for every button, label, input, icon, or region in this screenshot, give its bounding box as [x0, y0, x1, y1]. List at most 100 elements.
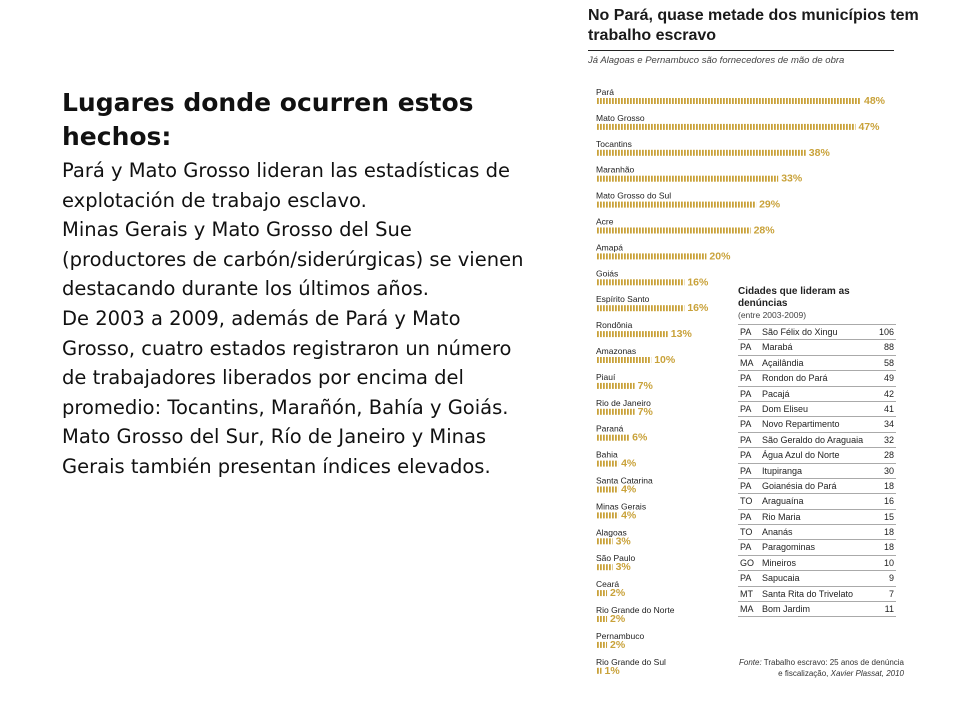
state-cell: TO — [740, 527, 753, 538]
paragraph-3: De 2003 a 2009, además de Pará y Mato Gr… — [62, 306, 512, 478]
bar — [596, 564, 613, 571]
category-label: Paraná — [596, 424, 624, 434]
count-cell: 18 — [883, 527, 894, 538]
city-cell: São Félix do Xingu — [762, 327, 838, 337]
state-cell: PA — [740, 373, 752, 384]
count-cell: 88 — [883, 342, 894, 353]
table-row: PA Marabá 88 — [738, 339, 896, 354]
city-cell: Rio Maria — [762, 511, 801, 522]
count-cell: 15 — [883, 511, 894, 522]
category-label: Rio Grande do Sul — [596, 657, 666, 667]
bar — [596, 434, 630, 441]
state-cell: PA — [740, 542, 752, 553]
state-cell: PA — [740, 573, 752, 584]
slide-heading: Lugares donde ocurren estos hechos: — [62, 88, 474, 151]
category-label: Rio Grande do Norte — [596, 605, 675, 615]
value-label: 38% — [809, 147, 831, 159]
table-row: TO Araguaína 16 — [738, 493, 896, 508]
bar — [596, 641, 608, 648]
table-row: PA Dom Eliseu 41 — [738, 400, 896, 416]
bar — [596, 590, 608, 597]
bar — [596, 149, 806, 156]
category-label: Bahia — [596, 450, 618, 460]
chart-subtitle: Já Alagoas e Pernambuco são fornecedores… — [588, 55, 845, 66]
value-label: 48% — [864, 95, 886, 107]
count-cell: 34 — [883, 419, 894, 430]
count-cell: 10 — [883, 557, 894, 568]
value-label: 4% — [621, 458, 637, 470]
category-label: Rio de Janeiro — [596, 398, 651, 408]
value-label: 47% — [858, 121, 880, 133]
value-label: 1% — [605, 665, 621, 677]
bar — [596, 253, 707, 260]
bar — [596, 98, 861, 104]
count-cell: 42 — [883, 388, 894, 399]
value-label: 6% — [632, 432, 648, 444]
table-row: MA Açailândia 58 — [738, 354, 896, 370]
count-cell: 30 — [883, 465, 894, 476]
category-label: Maranhão — [596, 165, 635, 175]
category-label: Mato Grosso — [596, 113, 645, 123]
table-row: GO Mineiros 10 — [738, 554, 896, 570]
bar — [596, 512, 619, 519]
state-cell: PA — [740, 465, 752, 476]
bar — [596, 667, 602, 674]
count-cell: 28 — [883, 450, 894, 461]
bar — [596, 357, 652, 363]
category-label: Santa Catarina — [596, 476, 653, 486]
title-divider — [588, 50, 894, 51]
state-cell: MT — [740, 588, 753, 599]
state-cell: PA — [740, 327, 752, 337]
city-cell: Pacajá — [762, 388, 790, 399]
bar — [596, 175, 779, 182]
value-label: 3% — [616, 561, 632, 573]
bar — [596, 538, 613, 545]
city-cell: Sapucaia — [762, 573, 800, 584]
table-row: PA Itupiranga 30 — [738, 462, 896, 478]
value-label: 28% — [754, 225, 776, 237]
value-label: 2% — [610, 613, 626, 625]
table-row: PA São Geraldo do Araguaia 32 — [738, 431, 896, 447]
state-cell: PA — [740, 480, 752, 491]
state-cell: GO — [740, 557, 755, 568]
city-cell: Itupiranga — [762, 465, 803, 476]
table-row: PA Paragominas 18 — [738, 539, 896, 554]
city-cell: Água Azul do Norte — [762, 450, 840, 461]
city-cell: Açailândia — [762, 357, 804, 368]
state-cell: PA — [740, 419, 752, 430]
count-cell: 41 — [883, 403, 894, 414]
table-row: PA Rondon do Pará 49 — [738, 370, 896, 385]
city-cell: São Geraldo do Araguaia — [762, 434, 864, 445]
source-author: Xavier Plassat, 2010 — [830, 669, 904, 678]
category-label: Goiás — [596, 268, 618, 278]
state-cell: PA — [740, 388, 752, 399]
bar — [596, 486, 619, 493]
cities-table-period: (entre 2003-2009) — [738, 310, 807, 320]
bar-chart: No Pará, quase metade dos municípios tem… — [588, 6, 920, 688]
value-label: 3% — [616, 535, 632, 547]
city-cell: Ananás — [762, 527, 793, 538]
source-label: Fonte: — [738, 658, 762, 667]
category-label: Rondônia — [596, 320, 633, 330]
value-label: 16% — [687, 276, 709, 288]
category-label: Mato Grosso do Sul — [596, 191, 671, 201]
bars-svg: Pará 48% Mato Grosso 47% Tocantins 38% Maranhã… — [596, 87, 886, 677]
category-label: Espírito Santo — [596, 294, 650, 304]
cities-table-title: Cidades que lideram as denúncias — [738, 286, 850, 309]
value-label: 29% — [759, 199, 781, 211]
source-text: Trabalho escravo: 25 anos de denúncia e … — [763, 658, 904, 678]
value-label: 10% — [654, 354, 676, 366]
bar — [596, 460, 619, 467]
count-cell: 106 — [878, 327, 894, 337]
city-cell: Marabá — [762, 342, 793, 353]
table-row: PA Pacajá 42 — [738, 385, 896, 401]
count-cell: 9 — [888, 573, 894, 584]
chart-source: Fonte: Trabalho escravo: 25 anos de denú… — [738, 657, 904, 679]
chart-title: No Pará, quase metade dos municípios tem… — [588, 7, 919, 44]
bar — [596, 305, 685, 312]
value-label: 20% — [709, 250, 731, 262]
table-row: PA Novo Repartimento 34 — [738, 416, 896, 431]
category-label: Pernambuco — [596, 631, 644, 641]
category-label: Pará — [596, 87, 614, 97]
state-cell: PA — [740, 342, 752, 353]
